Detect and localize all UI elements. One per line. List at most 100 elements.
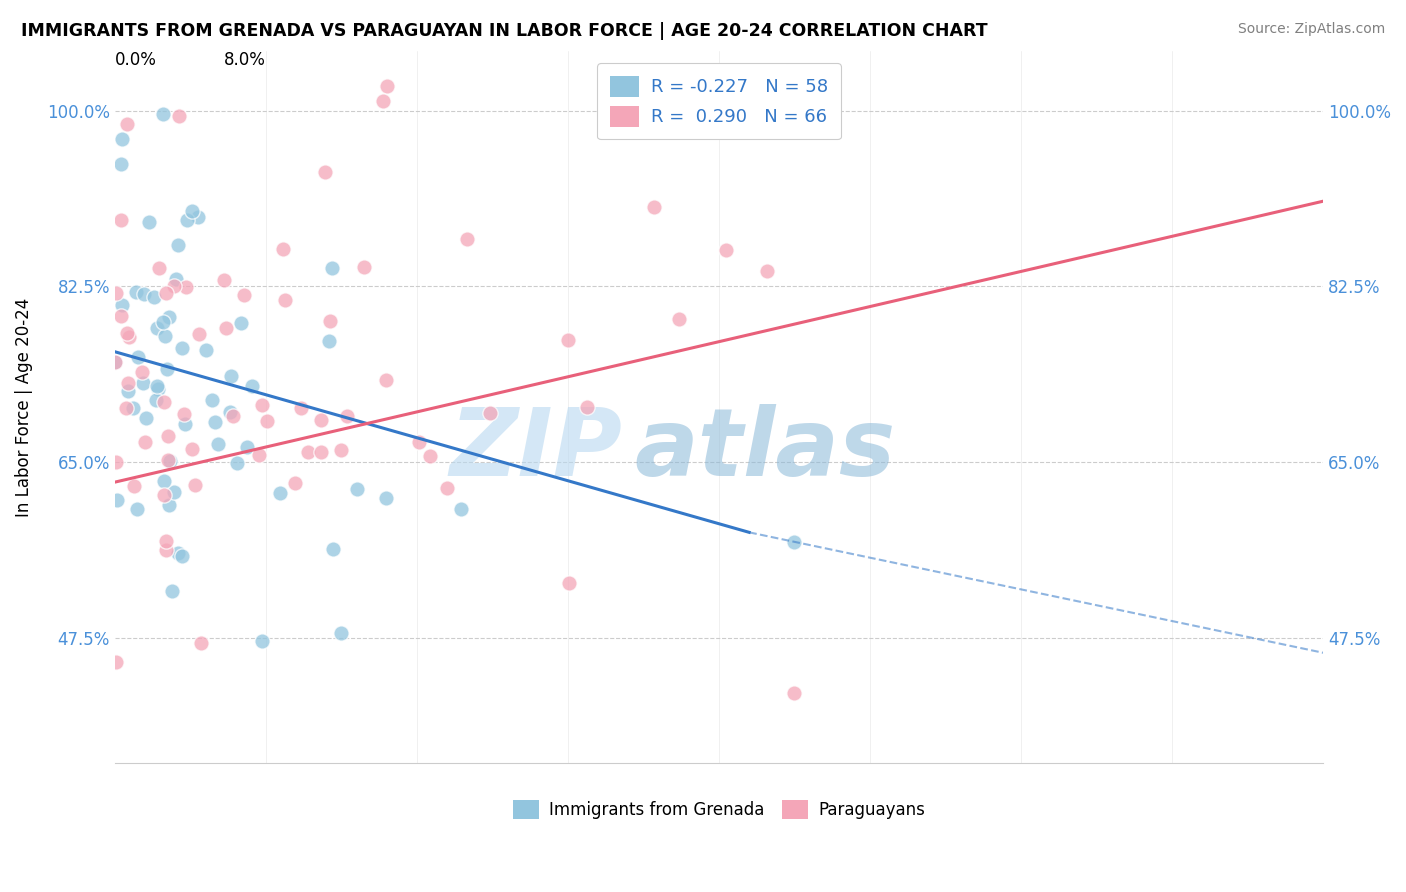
Point — [155, 534, 177, 549]
Point — [201, 392, 224, 407]
Point — [104, 355, 127, 369]
Point — [250, 399, 273, 413]
Point — [644, 200, 666, 214]
Point — [336, 409, 359, 424]
Point — [374, 373, 396, 387]
Point — [207, 436, 229, 450]
Point — [165, 272, 187, 286]
Point — [314, 164, 336, 178]
Point — [132, 376, 155, 390]
Point — [297, 444, 319, 458]
Point — [111, 132, 134, 146]
Point — [138, 215, 160, 229]
Point — [222, 409, 245, 423]
Point — [148, 382, 170, 396]
Point — [187, 210, 209, 224]
Point — [110, 157, 132, 171]
Point — [558, 576, 581, 591]
Point — [152, 107, 174, 121]
Point — [135, 410, 157, 425]
Point — [104, 355, 127, 369]
Point — [181, 442, 204, 456]
Point — [115, 117, 138, 131]
Point — [330, 625, 353, 640]
Point — [145, 378, 167, 392]
Point — [311, 444, 333, 458]
Point — [212, 273, 235, 287]
Point — [110, 309, 132, 323]
Point — [155, 542, 177, 557]
Point — [436, 481, 458, 495]
Text: Source: ZipAtlas.com: Source: ZipAtlas.com — [1237, 22, 1385, 37]
Point — [419, 449, 441, 463]
Point — [145, 392, 167, 407]
Point — [118, 330, 141, 344]
Point — [318, 334, 340, 349]
Point — [153, 395, 176, 409]
Point — [478, 406, 501, 420]
Point — [173, 407, 195, 421]
Point — [274, 293, 297, 307]
Point — [166, 238, 188, 252]
Point — [170, 341, 193, 355]
Point — [450, 502, 472, 516]
Point — [256, 414, 278, 428]
Point — [157, 453, 180, 467]
Point — [290, 401, 312, 416]
Point — [557, 333, 579, 347]
Point — [783, 686, 806, 700]
Point — [167, 109, 190, 123]
Point — [329, 442, 352, 457]
Point — [162, 484, 184, 499]
Point — [105, 286, 128, 301]
Point — [319, 314, 342, 328]
Point — [716, 243, 738, 257]
Point — [215, 321, 238, 335]
Text: ZIP: ZIP — [450, 404, 623, 496]
Point — [353, 260, 375, 274]
Point — [456, 232, 478, 246]
Point — [148, 261, 170, 276]
Point — [162, 278, 184, 293]
Legend: Immigrants from Grenada, Paraguayans: Immigrants from Grenada, Paraguayans — [506, 794, 932, 826]
Point — [284, 475, 307, 490]
Point — [176, 212, 198, 227]
Point — [190, 636, 212, 650]
Point — [117, 326, 139, 340]
Point — [309, 413, 332, 427]
Point — [156, 362, 179, 376]
Point — [153, 487, 176, 501]
Point — [105, 493, 128, 508]
Point — [114, 401, 136, 416]
Point — [668, 312, 690, 326]
Point — [247, 449, 270, 463]
Point — [143, 290, 166, 304]
Point — [125, 502, 148, 516]
Point — [236, 440, 259, 454]
Point — [184, 478, 207, 492]
Point — [269, 486, 291, 500]
Point — [157, 310, 180, 325]
Point — [132, 286, 155, 301]
Point — [204, 415, 226, 429]
Point — [219, 368, 242, 383]
Point — [110, 297, 132, 311]
Point — [105, 455, 128, 469]
Point — [131, 365, 153, 379]
Point — [371, 94, 394, 108]
Point — [117, 384, 139, 398]
Point — [155, 286, 177, 301]
Point — [117, 376, 139, 390]
Point — [110, 213, 132, 227]
Point — [226, 456, 249, 470]
Text: atlas: atlas — [634, 404, 896, 496]
Point — [219, 404, 242, 418]
Point — [232, 288, 254, 302]
Point — [408, 434, 430, 449]
Point — [375, 491, 398, 506]
Y-axis label: In Labor Force | Age 20-24: In Labor Force | Age 20-24 — [15, 297, 32, 516]
Point — [194, 343, 217, 357]
Point — [180, 204, 202, 219]
Point — [153, 329, 176, 343]
Point — [575, 400, 598, 414]
